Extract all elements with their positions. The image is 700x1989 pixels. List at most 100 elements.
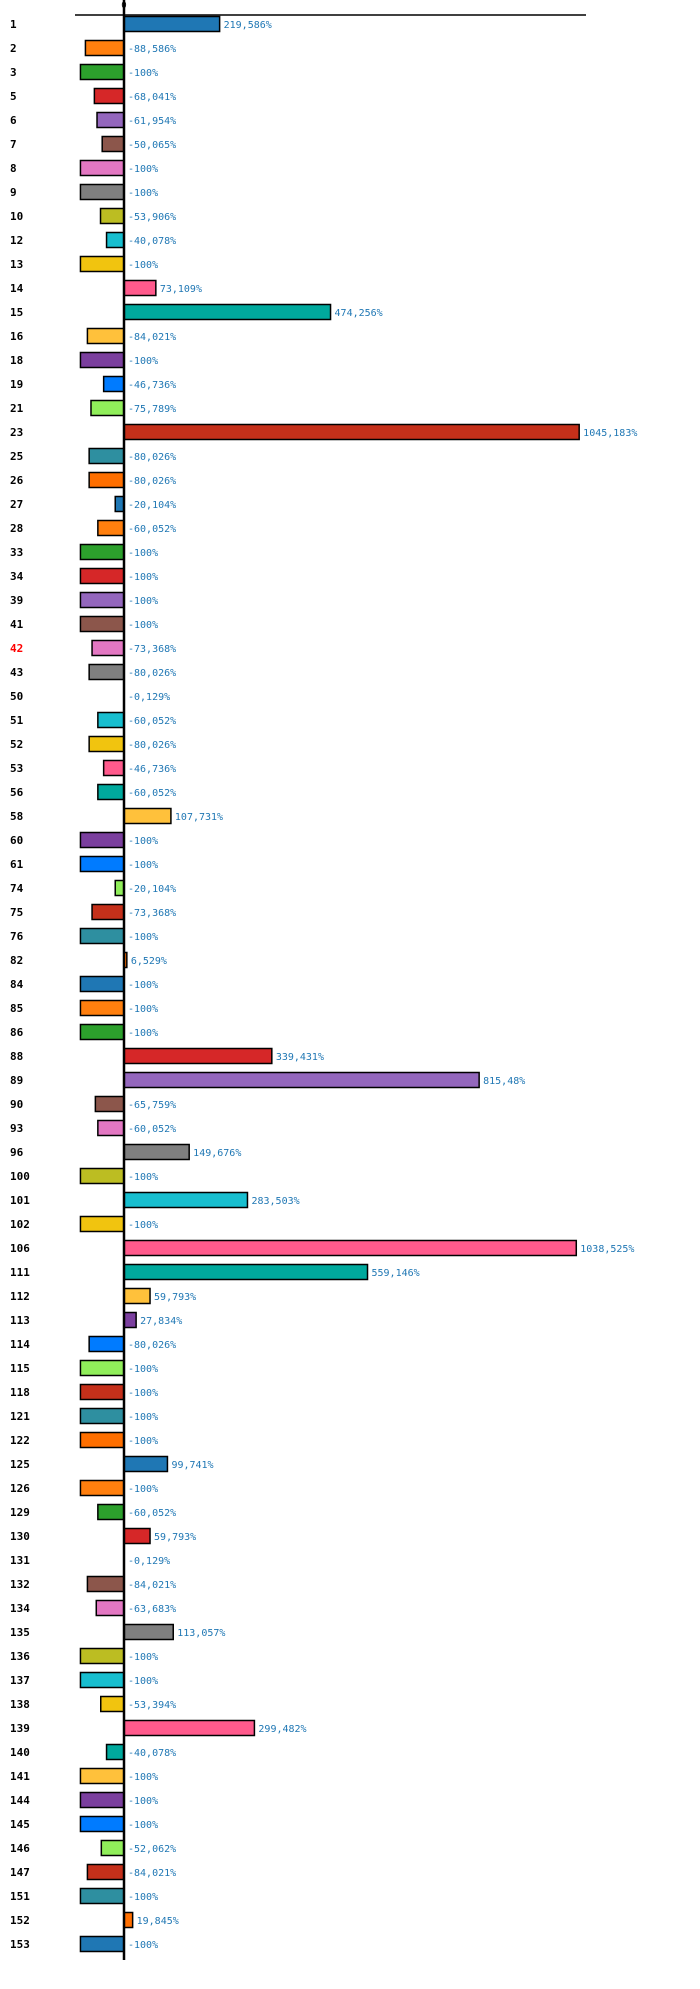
category-label: 138 <box>10 1698 30 1711</box>
bar <box>96 111 125 129</box>
bar <box>88 1335 125 1353</box>
bar <box>79 1887 125 1905</box>
category-label: 126 <box>10 1482 30 1495</box>
bar <box>123 1239 578 1257</box>
bar <box>79 63 125 81</box>
category-label: 114 <box>10 1338 30 1351</box>
value-label: -100% <box>128 1772 158 1783</box>
category-label: 106 <box>10 1242 30 1255</box>
value-label: 27,834% <box>140 1316 182 1327</box>
bar <box>123 1263 369 1281</box>
value-label: -40,078% <box>128 236 176 247</box>
value-label: -100% <box>128 980 158 991</box>
bar <box>79 183 125 201</box>
bars-layer <box>79 15 580 1953</box>
bar <box>79 159 125 177</box>
category-label: 129 <box>10 1506 30 1519</box>
bar <box>123 1311 137 1329</box>
value-label: 299,482% <box>258 1724 306 1735</box>
bar <box>79 1479 125 1497</box>
value-label: -100% <box>128 548 158 559</box>
category-label: 21 <box>10 402 24 415</box>
bar <box>114 879 125 897</box>
category-label: 41 <box>10 618 24 631</box>
bar <box>79 1167 125 1185</box>
category-label: 147 <box>10 1866 30 1879</box>
category-label: 137 <box>10 1674 30 1687</box>
bar <box>100 1839 125 1857</box>
category-label: 90 <box>10 1098 23 1111</box>
x-tick-label-zero: 0 <box>121 1 126 11</box>
bar <box>79 1359 125 1377</box>
value-label: -73,368% <box>128 908 176 919</box>
value-label: -60,052% <box>128 716 176 727</box>
bar <box>88 663 125 681</box>
category-label: 136 <box>10 1650 30 1663</box>
value-label: -46,736% <box>128 380 176 391</box>
category-label: 111 <box>10 1266 30 1279</box>
category-label: 152 <box>10 1914 30 1927</box>
category-label: 9 <box>10 186 17 199</box>
bar <box>79 615 125 633</box>
value-label: 19,845% <box>137 1916 179 1927</box>
category-label: 14 <box>10 282 24 295</box>
category-label: 153 <box>10 1938 30 1951</box>
value-label: -100% <box>128 572 158 583</box>
value-label: 149,676% <box>193 1148 241 1159</box>
category-label: 118 <box>10 1386 30 1399</box>
category-label: 76 <box>10 930 24 943</box>
bar <box>79 1767 125 1785</box>
category-label: 96 <box>10 1146 24 1159</box>
category-label: 8 <box>10 162 17 175</box>
value-label: -100% <box>128 1220 158 1231</box>
category-label: 56 <box>10 786 24 799</box>
value-label: -100% <box>128 1892 158 1903</box>
bar <box>123 1719 256 1737</box>
value-label: -80,026% <box>128 668 176 679</box>
bar <box>102 375 125 393</box>
value-label: -50,065% <box>128 140 176 151</box>
category-label: 134 <box>10 1602 30 1615</box>
value-label: -100% <box>128 620 158 631</box>
value-label: -100% <box>128 1820 158 1831</box>
bar <box>123 279 157 297</box>
category-label: 132 <box>10 1578 30 1591</box>
bar <box>123 1287 151 1305</box>
category-label: 16 <box>10 330 24 343</box>
category-label: 113 <box>10 1314 30 1327</box>
bar <box>79 831 125 849</box>
value-label: -100% <box>128 356 158 367</box>
category-label: 61 <box>10 858 24 871</box>
bar <box>86 327 125 345</box>
bar <box>79 543 125 561</box>
value-label: -80,026% <box>128 740 176 751</box>
bar <box>102 759 125 777</box>
bar <box>79 855 125 873</box>
value-label: 73,109% <box>160 284 202 295</box>
category-label: 151 <box>10 1890 30 1903</box>
bar <box>79 1815 125 1833</box>
bar <box>123 1623 174 1641</box>
bar <box>79 591 125 609</box>
category-label: 112 <box>10 1290 30 1303</box>
category-label: 50 <box>10 690 23 703</box>
category-label: 39 <box>10 594 23 607</box>
bar <box>88 735 125 753</box>
category-label: 144 <box>10 1794 30 1807</box>
bar <box>79 927 125 945</box>
value-label: -80,026% <box>128 476 176 487</box>
value-label: -65,759% <box>128 1100 176 1111</box>
value-label: 1038,525% <box>580 1244 634 1255</box>
bar <box>95 1599 125 1617</box>
bar <box>123 1911 134 1929</box>
value-label: -80,026% <box>128 452 176 463</box>
category-label: 145 <box>10 1818 30 1831</box>
value-label: -100% <box>128 1796 158 1807</box>
bar <box>88 447 125 465</box>
value-label: -63,683% <box>128 1604 176 1615</box>
value-label: -73,368% <box>128 644 176 655</box>
bar <box>123 807 172 825</box>
value-label: -100% <box>128 1940 158 1951</box>
value-label: -60,052% <box>128 1124 176 1135</box>
category-label: 102 <box>10 1218 30 1231</box>
